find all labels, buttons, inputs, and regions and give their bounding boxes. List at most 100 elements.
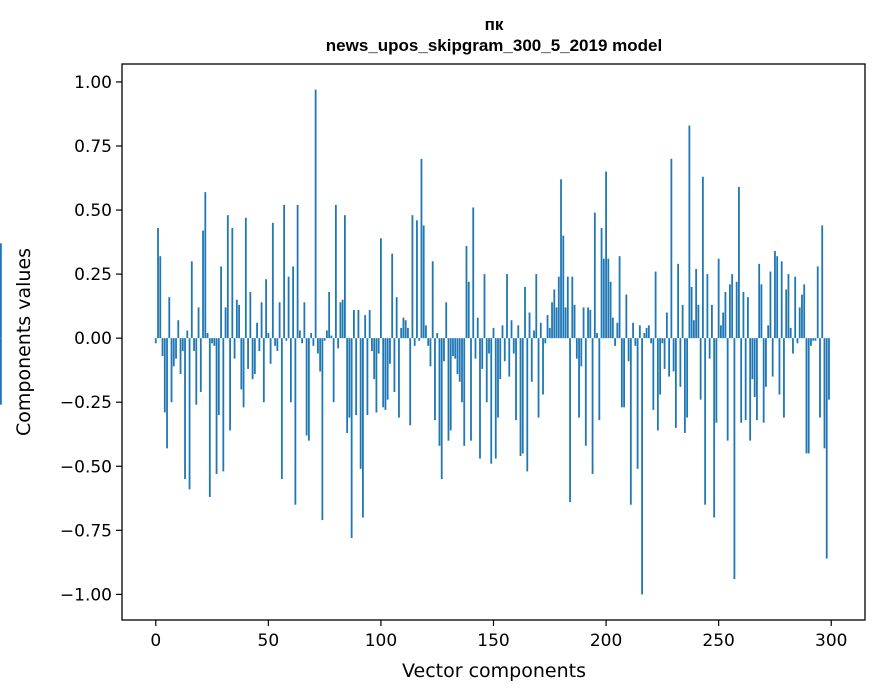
bar-component-181 [562,235,565,339]
bar-component-106 [393,338,396,392]
bar-component-71 [314,89,317,339]
bar-component-124 [434,338,436,421]
bar-component-21 [202,230,204,339]
bar-component-216 [641,338,643,595]
bar-component-277 [778,338,781,395]
bar-component-131 [449,338,452,431]
bar-component-278 [780,261,783,339]
bar-component-229 [670,158,673,339]
bar-component-12 [181,338,184,351]
bar-component-147 [485,338,488,403]
bar-component-107 [395,297,398,339]
bar-component-242 [699,338,702,400]
bar-component-23 [206,333,209,339]
bar-component-167 [530,338,533,382]
bar-component-66 [303,302,306,339]
bar-component-123 [431,261,434,339]
bar-component-210 [627,338,630,362]
bar-component-293 [814,338,817,341]
bar-component-248 [713,338,716,518]
bar-component-undefined [0,338,2,405]
bar-component-120 [425,325,427,339]
bar-component-9 [175,338,177,359]
bar-component-174 [546,315,549,339]
bar-component-292 [812,338,815,341]
bar-component-61 [292,266,295,339]
bar-component-119 [422,225,425,339]
bar-component-291 [810,338,812,346]
bar-component-164 [524,286,526,339]
bar-component-38 [240,338,243,390]
bar-component-14 [186,330,189,339]
bar-component-130 [447,338,450,441]
bar-component-132 [452,338,454,357]
bar-component-69 [310,333,313,339]
bar-component-64 [298,330,301,339]
bar-component-88 [353,309,355,339]
bar-component-222 [654,271,657,339]
bar-component-179 [557,276,560,339]
bar-component-122 [429,338,432,367]
bar-component-195 [593,212,596,339]
bar-component-188 [578,338,580,418]
bar-component-114 [411,215,414,339]
bar-component-60 [289,338,292,403]
x-tick-label: 300 [815,631,847,651]
bar-component-282 [789,327,792,339]
bar-component-101 [382,338,385,408]
bar-component-231 [674,338,677,428]
bar-component-84 [344,215,346,339]
bar-component-166 [528,312,531,339]
bar-component-4 [163,338,166,413]
bar-component-22 [204,192,207,339]
bar-component-75 [323,338,326,341]
bar-component-297 [823,338,826,449]
bar-component-253 [724,292,727,339]
x-tick-label: 100 [365,631,397,651]
bar-component-238 [690,286,693,339]
bar-component-133 [454,338,457,359]
bar-component-223 [656,338,659,431]
y-tick-label: 0.00 [74,329,112,349]
y-tick-label: 0.25 [74,265,112,285]
x-tick-label: 50 [258,631,280,651]
bar-component-237 [688,125,691,339]
bar-component-151 [494,338,497,459]
bar-component-49 [265,279,267,339]
y-tick-label: −0.50 [60,457,112,477]
bar-component-225 [661,338,664,344]
bar-component-146 [483,274,486,339]
bar-component-263 [747,297,749,339]
bar-component-144 [479,338,481,459]
bar-component-270 [762,338,765,423]
bar-component-279 [783,338,785,418]
bar-component-207 [620,338,623,408]
bar-component-40 [244,217,247,339]
bar-component-137 [463,338,466,446]
bar-component-41 [247,338,249,369]
bar-component-44 [253,338,256,375]
bar-component-267 [756,338,758,421]
bar-component-13 [184,338,186,480]
bar-component-0 [154,338,157,344]
bar-component-98 [375,338,378,413]
bar-component-16 [190,261,193,339]
bar-component-67 [305,338,308,436]
bar-component-260 [740,338,743,423]
bar-component-171 [539,322,542,339]
bar-component-8 [172,338,175,367]
bar-component-58 [285,338,288,341]
bar-component-85 [346,338,349,433]
bar-component-252 [722,312,725,339]
bar-component-126 [438,338,441,446]
bar-component-178 [555,307,558,339]
bar-component-203 [611,317,614,339]
y-tick-label: 0.75 [74,137,112,157]
bar-component-196 [596,333,598,339]
bar-component-287 [801,294,803,339]
bar-component-165 [526,338,529,472]
bar-component-73 [319,338,322,372]
bar-component-80 [334,204,337,339]
bar-component-258 [735,281,738,339]
bar-component-280 [785,289,788,339]
